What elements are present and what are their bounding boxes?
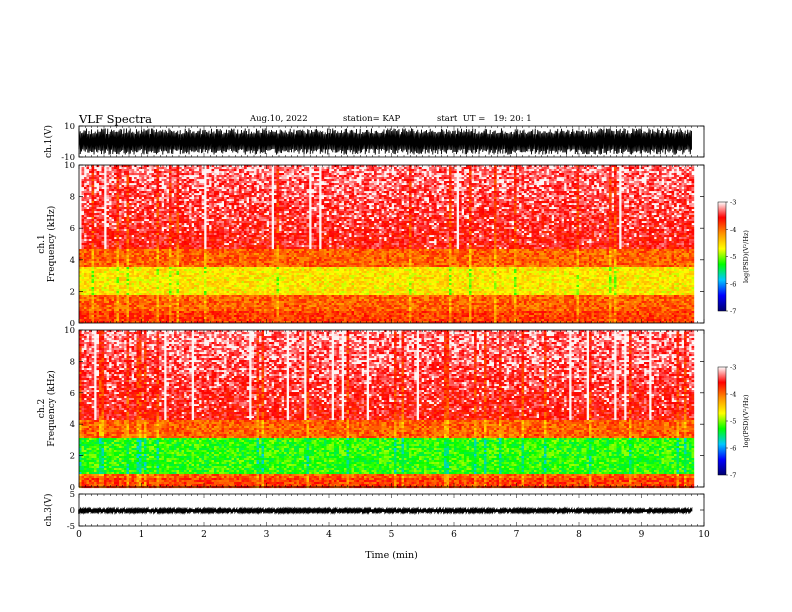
xtick-label: 7 [514, 530, 520, 540]
colorbar-tick-label: -6 [730, 280, 736, 288]
xtick-label: 2 [201, 530, 207, 540]
ytick-label-ch1-spectrogram: 6 [70, 224, 75, 234]
ylabel-ch1-spectrogram: ch.1Frequency (kHz) [37, 206, 57, 283]
ytick-label-ch1-spectrogram: 10 [64, 161, 75, 171]
xtick-label: 5 [389, 530, 395, 540]
waveform-ch3-waveform [79, 509, 692, 512]
spectrogram-ch1-spectrogram [79, 165, 694, 323]
colorbar-label: log(PSD)(V²/Hz) [742, 394, 750, 447]
ytick-label-ch2-spectrogram: 6 [70, 389, 75, 399]
colorbar-tick-label: -5 [730, 253, 736, 261]
xtick-label: 10 [698, 530, 710, 540]
ylabel-ch2-spectrogram: ch.2Frequency (kHz) [37, 370, 57, 447]
colorbar-tick-label: -5 [730, 418, 736, 426]
ytick-label-ch2-spectrogram: 8 [70, 357, 75, 367]
xtick-label: 1 [139, 530, 145, 540]
colorbar-tick-label: -7 [730, 308, 736, 316]
xtick-label: 4 [326, 530, 332, 540]
colorbar-tick-label: -4 [730, 226, 736, 234]
spectrogram-ch2-spectrogram [79, 330, 694, 488]
ylabel-ch1-waveform: ch.1(V) [43, 125, 54, 158]
ytick-label-ch1-spectrogram: 4 [70, 256, 75, 266]
colorbar-tick-label: -3 [730, 364, 736, 372]
ytick-label-ch2-spectrogram: 10 [64, 326, 75, 336]
colorbar-ch1-spectrogram [718, 202, 726, 311]
ytick-label-ch3-waveform: 5 [70, 490, 75, 500]
ytick-label-ch1-waveform: 10 [64, 122, 75, 132]
ytick-label-ch3-waveform: 0 [70, 506, 75, 516]
xtick-label: 8 [576, 530, 582, 540]
colorbar-ch2-spectrogram [718, 367, 726, 475]
xtick-label: 0 [76, 530, 82, 540]
ytick-label-ch3-waveform: -5 [67, 522, 75, 532]
ytick-label-ch2-spectrogram: 2 [70, 452, 75, 462]
ytick-label-ch1-spectrogram: 2 [70, 287, 75, 297]
xaxis-label: Time (min) [365, 550, 418, 561]
ytick-label-ch1-spectrogram: 8 [70, 193, 75, 203]
ytick-label-ch2-spectrogram: 4 [70, 420, 75, 430]
colorbar-tick-label: -6 [730, 445, 736, 453]
xtick-label: 6 [451, 530, 457, 540]
colorbar-tick-label: -4 [730, 391, 736, 399]
waveform-ch1-waveform [79, 128, 692, 154]
xtick-label: 3 [264, 530, 270, 540]
colorbar-tick-label: -3 [730, 199, 736, 207]
ylabel-ch3-waveform: ch.3(V) [43, 494, 54, 527]
colorbar-label: log(PSD)(V²/Hz) [742, 230, 750, 283]
colorbar-tick-label: -7 [730, 472, 736, 480]
spectrogram-layer [79, 165, 726, 488]
xtick-label: 9 [639, 530, 645, 540]
